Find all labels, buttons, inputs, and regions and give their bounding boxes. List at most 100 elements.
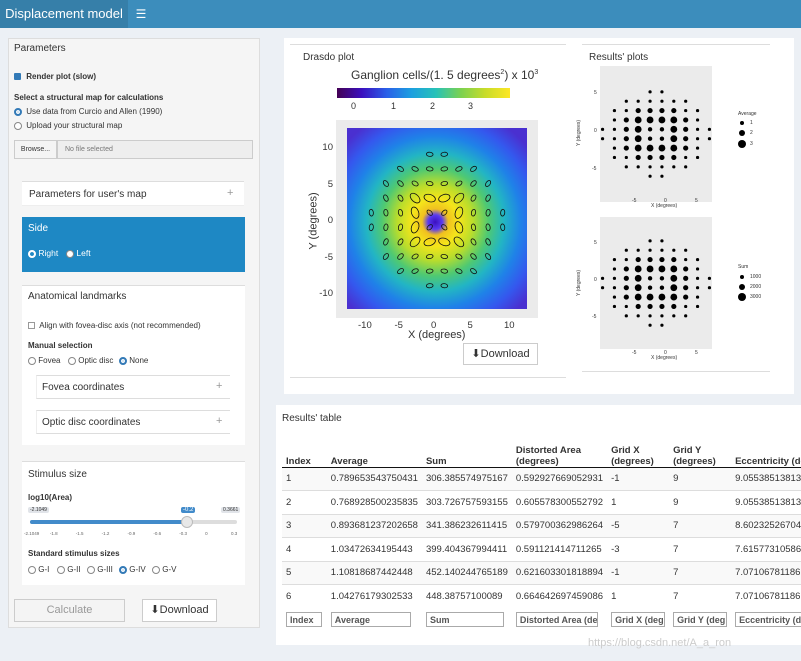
col-eccentricity[interactable]: Eccentricity (degrees)	[731, 429, 801, 468]
stimulus-ellipse	[409, 192, 421, 204]
average-bubble-plot	[600, 66, 712, 202]
bubble-point	[695, 146, 700, 150]
stimulus-ellipse	[382, 180, 389, 187]
slider-ticks: -2.1049 -1.8 -1.5 -1.2 -0.9 -0.6 -0.3 0 0.3	[24, 527, 238, 539]
drasdo-xlabel: X (degrees)	[408, 329, 466, 341]
bubble-point	[647, 136, 653, 141]
size-giii-radio[interactable]: G-III	[87, 565, 113, 574]
manual-none-radio[interactable]: None	[119, 356, 148, 365]
stimulus-ellipse	[470, 165, 477, 172]
bubble-point	[600, 276, 605, 280]
drasdo-download-button[interactable]: ⬇Download	[463, 343, 538, 365]
tick: 5	[594, 240, 597, 246]
map-option-upload[interactable]: Upload your structural map	[14, 121, 122, 130]
x-tick-label: -5	[394, 320, 403, 331]
results-plots-frame	[582, 44, 770, 372]
column-filter-input[interactable]: Average	[330, 612, 411, 628]
legend-label: 2	[750, 130, 753, 136]
table-cell: 7	[669, 537, 732, 561]
bubble-point	[635, 303, 641, 310]
stimulus-ellipse	[383, 238, 389, 246]
sidebar-toggle[interactable]: ☰	[130, 0, 152, 28]
user-map-params-section[interactable]: Parameters for user's map +	[22, 181, 244, 206]
col-grid-x[interactable]: Grid X (degrees)	[607, 429, 670, 468]
stimulus-ellipse	[455, 166, 463, 172]
side-left-radio[interactable]: Left	[66, 248, 91, 258]
legend-label: 1000	[750, 274, 762, 280]
optic-disc-coordinates-section[interactable]: Optic disc coordinates +	[36, 410, 230, 434]
table-cell: 9	[669, 490, 732, 514]
results-table-title: Results' table	[282, 413, 342, 424]
map-option-curcio[interactable]: Use data from Curcio and Allen (1990)	[14, 107, 162, 116]
side-box	[22, 217, 245, 272]
ylabel: Y (degrees)	[576, 269, 583, 297]
stimulus-ellipse	[425, 166, 434, 172]
bubble-point	[658, 293, 666, 301]
manual-fovea-radio[interactable]: Fovea	[28, 356, 60, 365]
stimulus-ellipse	[440, 268, 449, 274]
slider-tick-label: -0.9	[127, 531, 136, 536]
slider-handle[interactable]	[181, 516, 193, 528]
stimulus-ellipses	[368, 151, 506, 289]
stimulus-ellipse	[438, 237, 451, 247]
table-cell: 0.579700362986264	[511, 513, 608, 538]
column-filter-input[interactable]: Grid X (deg	[611, 612, 666, 628]
col-distorted-area[interactable]: Distorted Area (degrees)	[511, 429, 608, 468]
size-gii-radio[interactable]: G-II	[57, 565, 81, 574]
col-grid-y[interactable]: Grid Y (degrees)	[669, 429, 732, 468]
browse-button[interactable]: Browse...	[14, 140, 57, 159]
stimulus-ellipse	[410, 206, 420, 219]
slider-tick-label: 0.3	[231, 531, 238, 536]
col-average[interactable]: Average	[326, 429, 422, 468]
calculate-button[interactable]: Calculate	[14, 599, 125, 622]
x-tick-label: 5	[467, 320, 473, 331]
tick: -5	[632, 198, 637, 204]
stimulus-ellipse	[453, 236, 465, 248]
bubble-point	[695, 108, 700, 113]
size-gi-radio[interactable]: G-I	[28, 565, 49, 574]
bubble-point	[671, 154, 677, 161]
column-filter-input[interactable]: Distorted Area (de	[515, 612, 598, 628]
app-title[interactable]: Displacement model	[0, 0, 128, 28]
download-button[interactable]: ⬇Download	[142, 599, 217, 622]
side-right-radio[interactable]: Right	[28, 248, 58, 258]
stimulus-ellipse	[454, 221, 464, 234]
tick: 0	[594, 128, 597, 134]
slider-value-label: -0.2	[181, 507, 196, 513]
stimulus-ellipse	[382, 253, 389, 260]
stimulus-ellipse	[440, 283, 449, 289]
stimulus-ellipse	[485, 180, 492, 187]
size-gv-radio[interactable]: G-V	[152, 565, 176, 574]
table-cell: 9	[669, 466, 732, 491]
stimulus-ellipse	[440, 151, 449, 157]
bubble-point	[636, 165, 640, 169]
render-plot-checkbox[interactable]: Render plot (slow)	[14, 72, 96, 81]
column-filter-input[interactable]: Index	[286, 612, 322, 628]
column-filter-input[interactable]: Grid Y (deg	[673, 612, 728, 628]
table-row: 6 1.04276179302533 448.38757100089 0.664642…	[282, 584, 801, 608]
size-giv-radio[interactable]: G-IV	[119, 565, 146, 574]
bubble-point	[647, 154, 653, 161]
download-icon: ⬇	[471, 348, 481, 360]
bubble-point	[648, 174, 652, 178]
bubble-point	[612, 295, 617, 299]
bubble-point	[659, 107, 665, 114]
bubble-point	[624, 314, 628, 318]
bubble-point	[624, 108, 628, 113]
manual-optic-radio[interactable]: Optic disc	[68, 356, 113, 365]
bubble-point	[600, 137, 605, 141]
radio-icon	[87, 565, 95, 574]
column-filter-input[interactable]: Eccentricity (de	[735, 612, 801, 628]
bubble-point	[612, 257, 617, 262]
stimulus-ellipse	[485, 238, 491, 246]
slider-tick-label: -1.8	[49, 531, 58, 536]
table-cell: 303.726757593155	[421, 490, 512, 514]
align-checkbox[interactable]: Align with fovea-disc axis (not recommen…	[28, 321, 201, 330]
bubble-point	[612, 108, 617, 113]
column-filter-input[interactable]: Sum	[425, 612, 504, 628]
sum-bubble-plot	[600, 217, 712, 349]
col-sum[interactable]: Sum	[421, 429, 512, 468]
tick: 5	[695, 350, 698, 356]
fovea-coordinates-section[interactable]: Fovea coordinates +	[36, 375, 230, 399]
col-index[interactable]: Index	[282, 429, 327, 468]
